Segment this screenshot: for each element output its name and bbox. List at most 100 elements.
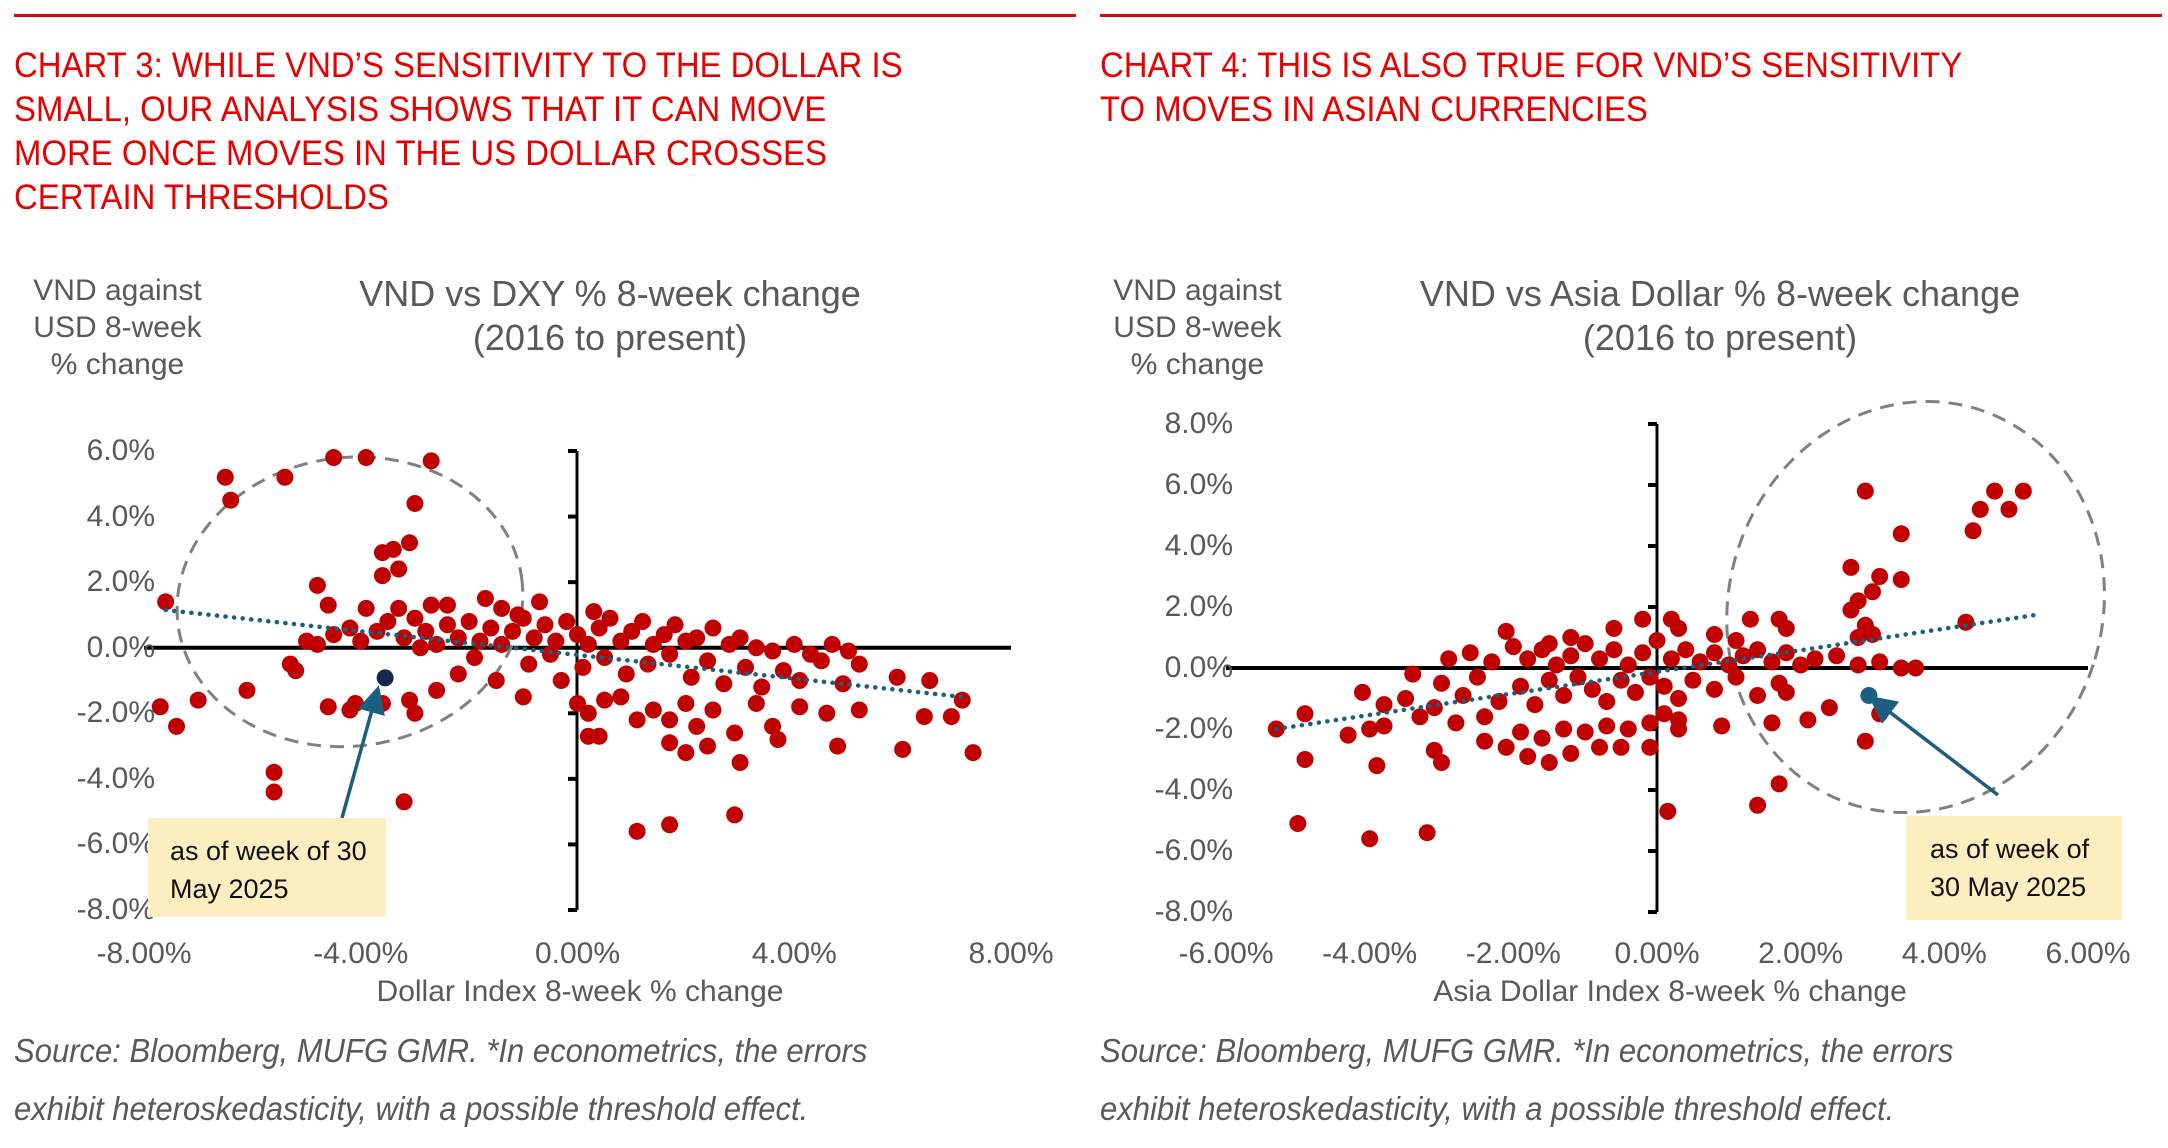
chart4-data-point	[1519, 650, 1537, 668]
chart4-title-line: VND vs Asia Dollar % 8-week change	[1419, 273, 2021, 314]
chart4-data-point	[1361, 830, 1379, 848]
chart4-data-point	[1777, 683, 1795, 701]
chart3-data-point	[699, 737, 717, 755]
chart4-data-point	[1296, 705, 1314, 723]
chart4-data-point	[1892, 525, 1910, 543]
chart4-data-point	[1684, 671, 1702, 689]
chart4-trendline	[1274, 612, 2040, 732]
chart3-data-point	[514, 609, 532, 627]
chart3-y-tick-label: -8.0%	[76, 893, 155, 926]
chart3-data-point	[373, 544, 391, 562]
chart4-data-point	[1856, 482, 1874, 500]
chart3-data-point	[585, 603, 603, 621]
chart4-data-point	[1864, 583, 1881, 601]
chart3-data-point	[590, 727, 608, 745]
chart3-data-point	[401, 691, 419, 709]
chart3-data-point	[764, 717, 782, 735]
chart3-data-point	[384, 540, 402, 558]
chart4-data-point	[1741, 610, 1759, 628]
chart3-y-axis-title: VND against USD 8-week % change	[20, 272, 215, 383]
chart4-x-tick-label: -2.00%	[1465, 937, 1561, 970]
chart4-data-point	[1749, 796, 1767, 814]
chart3-y-tick-label: 2.0%	[86, 565, 155, 599]
chart4-source-note: Source: Bloomberg, MUFG GMR. *In econome…	[1100, 1022, 1953, 1138]
chart4-data-point	[1512, 677, 1530, 695]
chart4-data-point	[1820, 699, 1838, 717]
chart3-data-point	[390, 560, 408, 578]
chart3-data-point	[623, 622, 641, 640]
chart3-headline-line: SMALL, OUR ANALYSIS SHOWS THAT IT CAN MO…	[14, 90, 827, 129]
chart3-data-point	[823, 635, 841, 653]
chart4-data-point	[1670, 619, 1688, 637]
chart4-data-point	[1856, 616, 1874, 634]
chart4-data-point	[1591, 650, 1609, 668]
chart4-data-point	[1540, 754, 1558, 772]
chart4-data-point	[1267, 720, 1285, 738]
chart3-current-point	[376, 669, 394, 687]
chart4-data-point	[1677, 641, 1695, 659]
chart3-data-point	[764, 642, 782, 660]
chart4-data-point	[1555, 686, 1573, 704]
chart3-x-tick-label: 4.00%	[751, 937, 837, 970]
chart4-data-point	[1777, 644, 1795, 662]
chart3-headline-line: MORE ONCE MOVES IN THE US DOLLAR CROSSES	[14, 134, 827, 173]
chart4-data-point	[1526, 696, 1544, 714]
y-axis-title-line: USD 8-week	[33, 311, 202, 344]
chart3-data-point	[168, 717, 186, 735]
chart3-data-point	[699, 652, 717, 670]
chart4-data-point	[1375, 696, 1393, 714]
chart3-data-point	[850, 701, 868, 719]
chart3-x-axis-title: Dollar Index 8-week % change	[376, 975, 784, 1008]
chart4-data-point	[1353, 683, 1371, 701]
chart4-data-point	[1533, 641, 1551, 659]
chart4-data-point	[1864, 625, 1881, 643]
chart4-y-tick-label: -6.0%	[1154, 834, 1233, 867]
chart4-data-point	[1828, 647, 1846, 665]
chart3-data-point	[731, 753, 749, 771]
source-line: Source: Bloomberg, MUFG GMR. *In econome…	[14, 1032, 868, 1069]
chart4-data-point	[1562, 744, 1580, 762]
chart4-data-point	[1619, 656, 1637, 674]
chart3-data-point	[417, 622, 435, 640]
chart4-data-point	[1986, 482, 2004, 500]
chart3-data-point	[731, 629, 749, 647]
chart3-subtitle: (2016 to present)	[472, 317, 748, 358]
chart4-data-point	[1619, 720, 1637, 738]
chart4-y-tick-label: 2.0%	[1164, 590, 1233, 623]
chart3-data-point	[888, 668, 906, 686]
chart4-data-point	[1605, 641, 1623, 659]
chart3-data-point	[157, 593, 175, 611]
source-line: exhibit heteroskedasticity, with a possi…	[1100, 1090, 1895, 1127]
chart3-data-point	[222, 491, 240, 509]
chart3-data-point	[834, 675, 852, 693]
chart3-data-point	[265, 783, 283, 801]
chart3-title: VND vs DXY % 8-week change (2016 to pres…	[250, 272, 970, 360]
chart3-data-point	[460, 612, 478, 630]
callout-line: 30 May 2025	[1930, 872, 2087, 902]
chart3-x-tick-label: 8.00%	[968, 937, 1054, 970]
chart3-data-point	[812, 652, 830, 670]
chart3-data-point	[704, 619, 722, 637]
chart4-data-point	[1856, 732, 1874, 750]
chart3-data-point	[493, 635, 511, 653]
chart3-data-point	[688, 717, 706, 735]
chart4-x-tick-label: -6.00%	[1178, 937, 1274, 970]
chart3-data-point	[639, 655, 657, 673]
callout-line: May 2025	[170, 874, 289, 904]
chart4-data-point	[1849, 592, 1867, 610]
chart3-data-point	[774, 662, 792, 680]
chart3-data-point	[357, 599, 375, 617]
chart3-data-point	[634, 612, 652, 630]
chart3-data-point	[531, 593, 549, 611]
chart3-data-point	[287, 662, 305, 680]
chart3-data-point	[612, 632, 630, 650]
chart3-data-point	[541, 645, 559, 663]
chart3-data-point	[438, 596, 456, 614]
chart4-current-point	[1860, 686, 1878, 704]
chart4-x-tick-label: 2.00%	[1758, 937, 1844, 970]
chart3-y-tick-label: 0.0%	[86, 630, 155, 664]
chart3-data-point	[666, 616, 684, 634]
chart4-data-point	[1569, 668, 1587, 686]
chart4-data-point	[1476, 708, 1494, 726]
chart4-y-tick-label: -8.0%	[1154, 895, 1233, 928]
